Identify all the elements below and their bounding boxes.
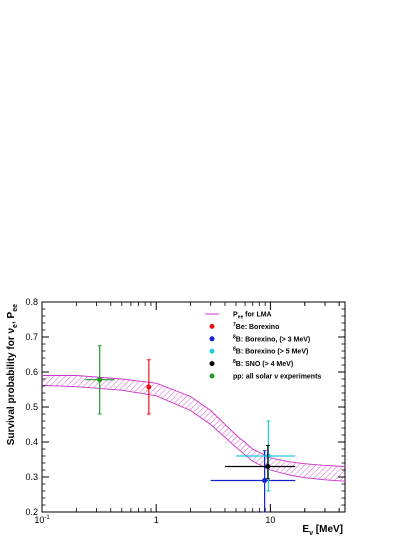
legend-label: pp: all solar ν experiments bbox=[233, 374, 321, 381]
data-point-0-0 bbox=[146, 359, 152, 415]
legend-entry-1: 8B: Borexino, (> 3 MeV) bbox=[209, 334, 310, 343]
y-tick-label: 0.2 bbox=[25, 507, 38, 517]
data-points-group bbox=[85, 345, 296, 513]
data-point-3-0 bbox=[224, 445, 296, 480]
legend-label: 8B: Borexino (> 5 MeV) bbox=[233, 347, 308, 356]
legend-marker bbox=[209, 361, 215, 367]
lma-band-upper-edge bbox=[42, 375, 346, 467]
y-tick-label: 0.3 bbox=[25, 472, 38, 482]
y-tick-label: 0.7 bbox=[25, 332, 38, 342]
y-axis-title: Survival probability for νe, Pee bbox=[6, 304, 19, 445]
legend-marker bbox=[209, 373, 215, 379]
legend-marker bbox=[209, 323, 215, 329]
legend-entry-band: Pee for LMA bbox=[205, 312, 272, 321]
legend-label: 8B: SNO (> 4 MeV) bbox=[233, 359, 293, 368]
legend-label: Pee for LMA bbox=[233, 312, 272, 321]
axes-group: 0.2 0.3 0.4 0.5 0.6 0.7 0.8 10-1 1 10 Eν [MeV] Surv… bbox=[6, 297, 345, 537]
lma-band-fill bbox=[42, 375, 345, 482]
data-point-4-0 bbox=[85, 345, 115, 415]
legend-label: 8B: Borexino, (> 3 MeV) bbox=[233, 334, 310, 343]
legend-marker bbox=[209, 336, 215, 342]
legend-entry-4: pp: all solar ν experiments bbox=[209, 373, 321, 381]
x-tick-label: 10-1 bbox=[34, 515, 50, 525]
data-point-marker bbox=[265, 464, 271, 469]
data-point-marker bbox=[146, 384, 152, 390]
lma-band-lower-edge bbox=[41, 384, 346, 482]
x-tick-label: 10 bbox=[265, 515, 275, 525]
legend-entry-3: 8B: SNO (> 4 MeV) bbox=[209, 359, 293, 368]
legend-entry-0: 7Be: Borexino bbox=[209, 322, 279, 331]
x-tick-label: 1 bbox=[154, 515, 159, 525]
y-tick-label: 0.8 bbox=[25, 297, 38, 307]
y-tick-label: 0.6 bbox=[25, 367, 38, 377]
data-point-marker bbox=[97, 377, 103, 383]
legend-entry-2: 8B: Borexino (> 5 MeV) bbox=[209, 347, 308, 356]
y-tick-label: 0.5 bbox=[25, 402, 38, 412]
legend-marker bbox=[209, 348, 215, 354]
y-tick-label: 0.4 bbox=[25, 437, 38, 447]
lma-band-group bbox=[41, 375, 346, 482]
legend-label: 7Be: Borexino bbox=[233, 322, 279, 331]
x-axis-title: Eν [MeV] bbox=[302, 524, 343, 537]
